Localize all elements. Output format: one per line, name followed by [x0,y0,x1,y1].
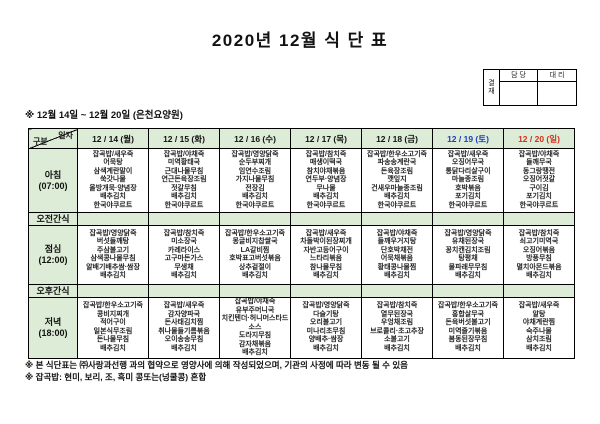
dinner-sun: 잡곡밥/새우죽 알탕 야채계란찜 숙주나물 삼치조림 배추김치 [503,297,575,359]
approval-col-deputy: 대 리 [538,70,576,82]
morning-snack-sat [432,212,504,226]
morning-snack-mon [77,212,149,226]
dinner-wed: 잡곡밥/야채죽 유부주머니국 치킨텐더·허니머스타드 소스 도라지무침 감자채볶… [219,297,291,359]
footnote-multigrain: ※ 잡곡밥: 현미, 보리, 조, 흑미 콩또는(넝쿨콩) 혼합 [25,372,207,382]
breakfast-sun: 잡곡밥/야채죽 들깨무국 동그랑땡전 오징어젓갈 구이김 포기김치 한국야쿠르트 [503,148,575,213]
header-row: 일자 구분 12 / 14 (월) 12 / 15 (화) 12 / 16 (수… [28,128,575,149]
breakfast-thu: 잡곡밥/참치죽 매생이떡국 참치야채볶음 연두부·양념장 무나물 배추김치 한국… [290,148,362,213]
day-header-wed: 12 / 16 (수) [219,128,291,149]
dinner-thu: 잡곡밥/영양닭죽 다슬기탕 오리불고기 미나리초무침 양배추·쌈장 배추김치 [290,297,362,359]
corner-label-date: 일자 [58,131,73,140]
breakfast-tue: 잡곡밥/야채죽 미역황태국 근대나물무침 연근돈육장조림 젓갈무침 배추김치 한… [148,148,220,213]
lunch-sat: 잡곡밥/영양닭죽 유채된장국 꽁치캔김치조림 탕평채 물파래무무침 배추김치 [432,225,504,285]
day-header-sun: 12 / 20 (일) [503,128,575,149]
page-title: 2020년 12월 식 단 표 [211,31,389,50]
afternoon-snack-wed [219,284,291,298]
row-morning-snack: 오전간식 [28,212,575,226]
row-label-afternoon-snack: 오후간식 [28,284,78,298]
dinner-tue: 잡곡밥/새우죽 감자양파국 돈사태김치찜 취나물들기름볶음 오이송송무침 배추김… [148,297,220,359]
row-dinner: 저녁 (18:00) 잡곡밥/한우소고기죽 콩비지찌개 적어구이 일본식무조림 … [28,297,575,359]
day-header-sat: 12 / 19 (토) [432,128,504,149]
dinner-sat: 잡곡밥/한우소고기죽 홍합살무국 돈육버섯불고기 미역줄기볶음 봄동된장무침 배… [432,297,504,359]
day-header-fri: 12 / 18 (금) [361,128,433,149]
approval-sign-cell-deputy [538,82,576,105]
breakfast-fri: 잡곡밥/한우소고기죽 파송송계란국 돈육장조림 깻잎지 건새우마늘종조림 배추김… [361,148,433,213]
morning-snack-tue [148,212,220,226]
afternoon-snack-fri [361,284,433,298]
row-lunch: 점심 (12:00) 잡곡밥/영양닭죽 버섯들깨탕 주삼불고기 삼색콩나물무침 … [28,225,575,285]
afternoon-snack-sat [432,284,504,298]
breakfast-sat: 잡곡밥/새우죽 오징어무국 통닭다리살구이 마늘종조림 호박볶음 포기김치 한국… [432,148,504,213]
approval-col-manager: 담 당 [500,70,538,82]
meal-table: 일자 구분 12 / 14 (월) 12 / 15 (화) 12 / 16 (수… [28,128,575,359]
approval-sign-cell-manager [500,82,538,105]
row-label-dinner: 저녁 (18:00) [28,297,78,359]
dinner-fri: 잡곡밥/참치죽 열무된장국 우엉채조림 브로콜리·초고추장 소불고기 배추김치 [361,297,433,359]
day-header-tue: 12 / 15 (화) [148,128,220,149]
corner-label-category: 구분 [33,137,48,146]
approval-stamp-label: 결 재 [484,70,500,105]
footnote-agreement: ※ 본 식단표는 ㈜사랑과선행 과의 협약으로 영양사에 의해 작성되었으며, … [25,360,408,370]
lunch-thu: 잡곡밥/새우죽 차돌박이된장찌개 자반고등어구이 느타리볶음 참나물무침 배추김… [290,225,362,285]
lunch-tue: 잡곡밥/참치죽 미소장국 카레라이스 고구마돈가스 무생채 배추김치 [148,225,220,285]
row-afternoon-snack: 오후간식 [28,284,575,298]
period-note: ※ 12월 14일 ~ 12월 20일 (은천요양원) [25,110,183,121]
lunch-sun: 잡곡밥/참치죽 쇠고기미역국 오징어볶음 방풍무침 멸치아몬드볶음 배추김치 [503,225,575,285]
morning-snack-wed [219,212,291,226]
approval-grid: 담 당 대 리 [500,70,576,105]
afternoon-snack-thu [290,284,362,298]
approval-box: 결 재 담 당 대 리 [483,69,577,106]
row-breakfast: 아침 (07:00) 잡곡밥/새우죽 어묵탕 삼색계란말이 쑥갓나물 올방개묵·… [28,148,575,213]
morning-snack-thu [290,212,362,226]
afternoon-snack-sun [503,284,575,298]
lunch-fri: 잡곡밥/야채죽 들깨우거지탕 단호박채전 어묵채볶음 황태콩나물찜 배추김치 [361,225,433,285]
day-header-mon: 12 / 14 (월) [77,128,149,149]
morning-snack-sun [503,212,575,226]
lunch-wed: 잡곡밥/한우소고기죽 몽글비지찹쌀국 LA갈비찜 호박표고버섯볶음 상추겉절이 … [219,225,291,285]
breakfast-wed: 잡곡밥/영양닭죽 순두부찌개 임연수조림 가지나물무침 전장김 배추김치 한국야… [219,148,291,213]
row-label-lunch: 점심 (12:00) [28,225,78,285]
footnotes: ※ 본 식단표는 ㈜사랑과선행 과의 협약으로 영양사에 의해 작성되었으며, … [25,359,408,383]
afternoon-snack-tue [148,284,220,298]
day-header-thu: 12 / 17 (목) [290,128,362,149]
lunch-mon: 잡곡밥/영양닭죽 버섯들깨탕 주삼불고기 삼색콩나물무침 알배기배추쌈·쌈장 배… [77,225,149,285]
breakfast-mon: 잡곡밥/새우죽 어묵탕 삼색계란말이 쑥갓나물 올방개묵·양념장 배추김치 한국… [77,148,149,213]
morning-snack-fri [361,212,433,226]
dinner-mon: 잡곡밥/한우소고기죽 콩비지찌개 적어구이 일본식무조림 돈나물무침 배추김치 [77,297,149,359]
corner-cell: 일자 구분 [28,128,78,149]
row-label-breakfast: 아침 (07:00) [28,148,78,213]
row-label-morning-snack: 오전간식 [28,212,78,226]
afternoon-snack-mon [77,284,149,298]
